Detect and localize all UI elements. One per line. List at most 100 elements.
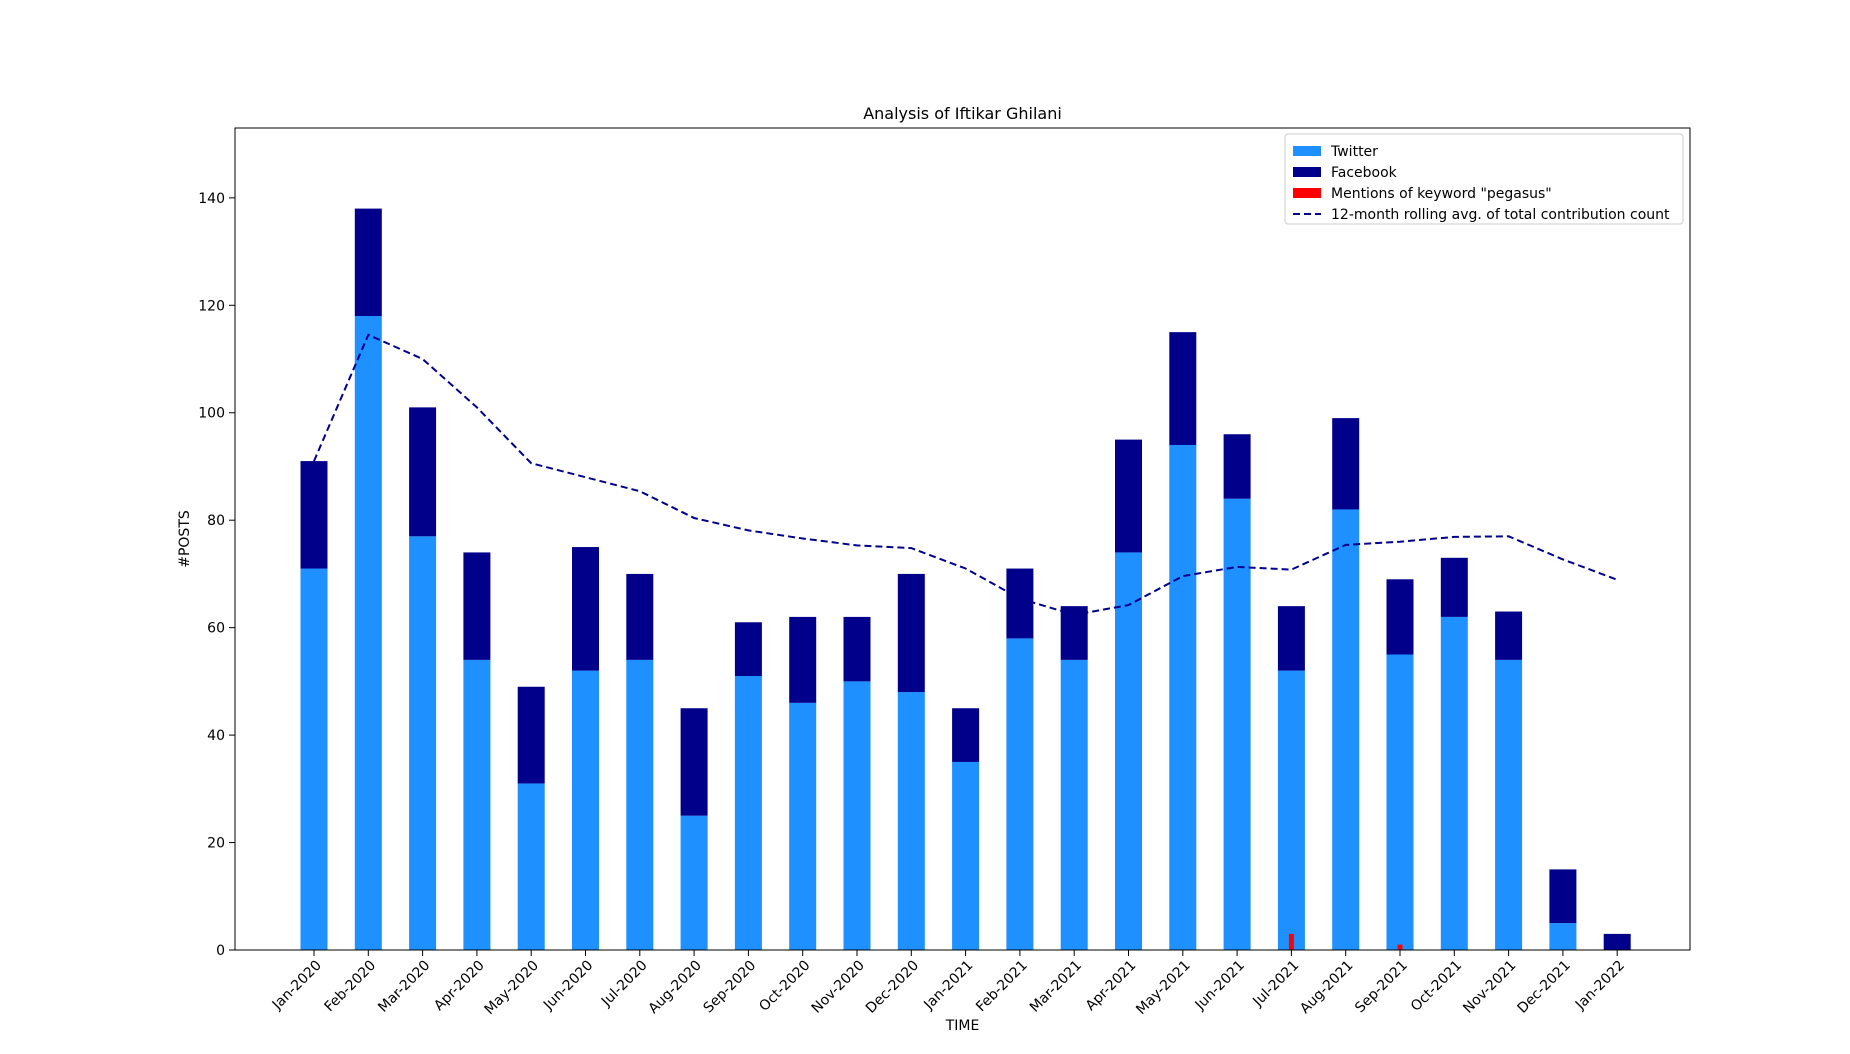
bar-facebook (463, 552, 491, 660)
bar-twitter (789, 702, 817, 950)
legend-item-rolling-average: 12-month rolling avg. of total contribut… (1293, 207, 1670, 223)
bar-facebook (1223, 434, 1251, 499)
x-tick-label: Feb-2020 (322, 958, 380, 1016)
bar-facebook (1277, 606, 1305, 671)
bar-facebook (572, 547, 599, 671)
rolling-average-line (313, 333, 1618, 616)
bar-facebook (409, 407, 437, 537)
legend-item-pegasus: Mentions of keyword "pegasus" (1293, 186, 1552, 202)
bars-layer (300, 208, 1631, 951)
x-tick-label: Aug-2020 (646, 958, 705, 1017)
x-tick-label: Jun-2020 (540, 958, 596, 1014)
bar-twitter (680, 815, 708, 950)
y-axis-label: #POSTS (177, 510, 193, 568)
y-tick-label: 20 (207, 836, 225, 852)
bar-facebook (843, 616, 871, 682)
bar-twitter (463, 659, 491, 950)
bar-twitter (1277, 670, 1305, 950)
bar-facebook (734, 622, 762, 676)
x-tick-label: Dec-2021 (1514, 958, 1573, 1017)
bar-facebook (354, 208, 382, 317)
y-tick-label: 120 (198, 298, 225, 314)
bar-twitter (952, 761, 980, 950)
x-tick-label: Nov-2021 (1460, 958, 1519, 1017)
bar-facebook (1169, 332, 1197, 445)
x-tick-label: Nov-2020 (809, 958, 868, 1017)
bar-facebook (1603, 933, 1631, 950)
bar-facebook (1549, 869, 1577, 924)
bar-facebook (517, 686, 545, 784)
bar-twitter (354, 316, 382, 951)
x-tick-label: Apr-2021 (1083, 958, 1140, 1015)
x-tick-label: Aug-2021 (1297, 958, 1356, 1017)
bar-twitter (1495, 659, 1523, 950)
chart-title: Analysis of Iftikar Ghilani (863, 104, 1062, 123)
x-tick-label: Sep-2020 (700, 958, 759, 1017)
legend-item-twitter: Twitter (1293, 144, 1378, 160)
x-tick-label: May-2020 (482, 958, 542, 1018)
bar-twitter (734, 676, 762, 950)
y-axis: 0 20 40 60 80 100 120 140 (198, 191, 235, 959)
bar-twitter (572, 670, 599, 950)
bar-twitter (1060, 659, 1088, 950)
bar-twitter (897, 692, 925, 950)
bar-twitter (1386, 654, 1414, 950)
bar-facebook (897, 573, 925, 693)
legend-swatch (1293, 146, 1321, 156)
x-tick-label: Jan-2021 (920, 958, 976, 1014)
bar-facebook (1440, 557, 1468, 617)
bar-twitter (626, 659, 654, 950)
bar-facebook (1006, 568, 1034, 639)
legend-entries: Twitter Facebook Mentions of keyword "pega… (1293, 144, 1670, 223)
x-axis-label: TIME (945, 1018, 980, 1034)
legend: Twitter Facebook Mentions of keyword "pega… (1284, 133, 1684, 225)
bar-facebook (680, 708, 708, 816)
bar-twitter (1332, 509, 1360, 950)
x-tick-label: Sep-2021 (1352, 958, 1411, 1017)
bar-facebook (1332, 418, 1360, 510)
bar-twitter (1115, 552, 1142, 950)
bar-facebook (1495, 611, 1523, 660)
legend-item-facebook: Facebook (1293, 165, 1398, 181)
bar-pegasus-mentions (1397, 944, 1403, 950)
legend-swatch (1293, 188, 1321, 198)
bar-twitter (409, 536, 437, 950)
legend-label: Mentions of keyword "pegasus" (1331, 186, 1552, 202)
y-tick-label: 60 (207, 621, 225, 637)
legend-label: Facebook (1331, 165, 1398, 181)
x-tick-label: Jul-2020 (598, 958, 651, 1011)
bar-facebook (1386, 579, 1414, 655)
x-axis: Jan-2020Feb-2020Mar-2020Apr-2020May-2020… (269, 950, 1628, 1018)
x-tick-label: Mar-2020 (375, 958, 433, 1016)
bar-facebook (952, 708, 980, 762)
y-tick-label: 80 (207, 513, 225, 529)
legend-box (1284, 133, 1684, 225)
x-tick-label: Feb-2021 (973, 958, 1031, 1016)
x-tick-label: May-2021 (1133, 958, 1193, 1018)
bar-facebook (1115, 439, 1142, 553)
y-tick-label: 140 (198, 191, 225, 207)
bar-twitter (300, 568, 328, 950)
rolling-average-layer (313, 333, 1618, 616)
x-tick-label: Jan-2020 (269, 958, 325, 1014)
bar-twitter (517, 783, 545, 950)
legend-label: Twitter (1330, 144, 1378, 160)
bar-twitter (1549, 923, 1577, 950)
bar-twitter (843, 681, 871, 950)
legend-label: 12-month rolling avg. of total contribut… (1331, 207, 1670, 223)
y-tick-label: 40 (207, 728, 225, 744)
bar-twitter (1440, 616, 1468, 950)
x-tick-label: Dec-2020 (863, 958, 922, 1017)
legend-swatch (1293, 167, 1321, 177)
y-tick-label: 0 (216, 943, 225, 959)
bar-twitter (1006, 638, 1034, 950)
bar-twitter (1223, 498, 1251, 950)
x-tick-label: Jun-2021 (1192, 958, 1248, 1014)
x-tick-label: Mar-2021 (1027, 958, 1085, 1016)
x-tick-label: Oct-2020 (756, 958, 813, 1015)
bar-twitter (1169, 444, 1197, 950)
x-tick-label: Jul-2021 (1249, 958, 1302, 1011)
bar-facebook (789, 616, 817, 703)
bar-pegasus-mentions (1288, 933, 1294, 950)
